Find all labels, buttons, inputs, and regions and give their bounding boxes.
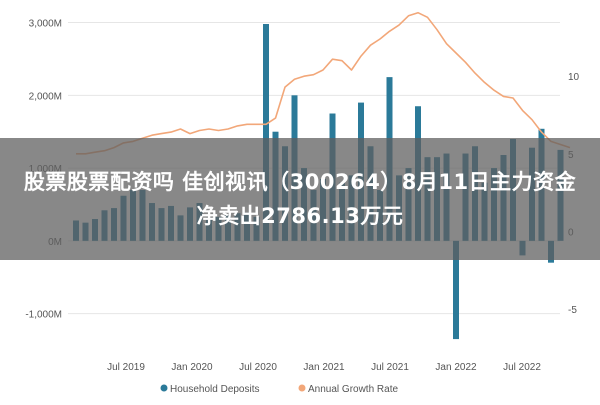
- x-tick-label: Jul 2020: [239, 362, 277, 373]
- bar: [453, 240, 459, 340]
- x-tick-label: Jan 2021: [303, 362, 345, 373]
- headline-text: 股票股票配资吗 佳创视讯（300264）8月11日主力资金净卖出2786.13万…: [23, 170, 577, 228]
- x-tick-label: Jul 2022: [503, 362, 541, 373]
- line-series: [76, 11, 571, 155]
- y-left-tick-label: 3,000M: [29, 19, 62, 30]
- legend-label-household-deposits: Household Deposits: [170, 384, 260, 395]
- y-right-tick-label: 10: [568, 72, 580, 83]
- y-right-tick-label: -5: [568, 305, 577, 316]
- legend-marker-annual-growth-rate: [298, 384, 306, 392]
- growth-rate-line: [76, 11, 571, 155]
- y-left-tick-label: -1,000M: [25, 310, 62, 321]
- legend-label-annual-growth-rate: Annual Growth Rate: [308, 384, 398, 395]
- y-left-tick-label: 2,000M: [29, 91, 62, 102]
- x-tick-label: Jan 2022: [435, 362, 477, 373]
- legend: Household Deposits Annual Growth Rate: [160, 384, 398, 395]
- x-tick-label: Jul 2019: [107, 362, 145, 373]
- headline-overlay: 股票股票配资吗 佳创视讯（300264）8月11日主力资金净卖出2786.13万…: [0, 138, 600, 260]
- x-tick-label: Jul 2021: [371, 362, 409, 373]
- x-tick-label: Jan 2020: [171, 362, 213, 373]
- bar: [263, 24, 269, 241]
- legend-marker-household-deposits: [160, 384, 168, 392]
